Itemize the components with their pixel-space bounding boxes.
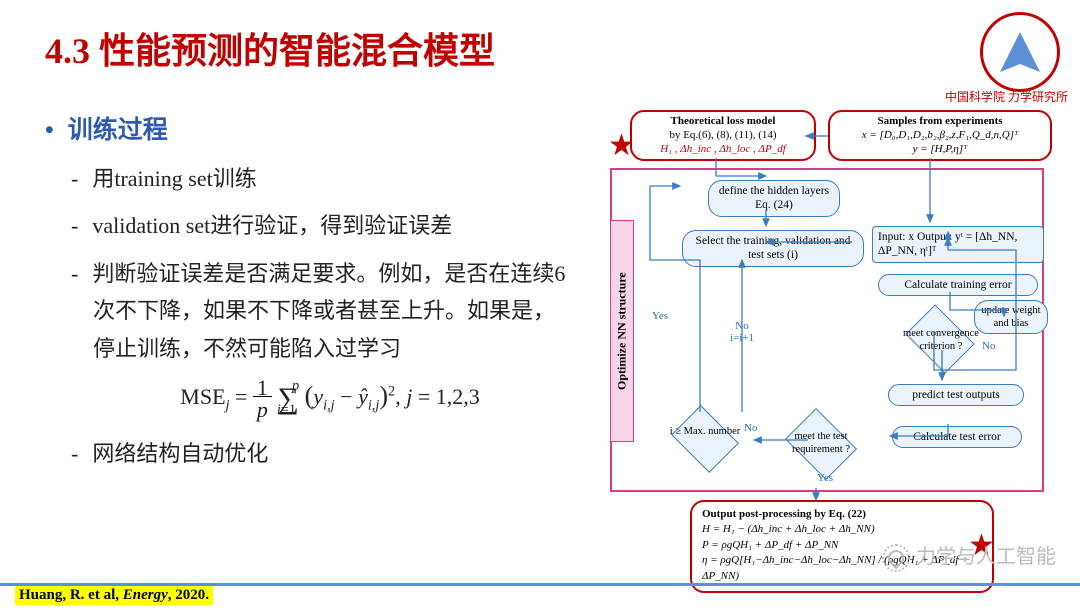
bullet-item: 判断验证误差是否满足要求。例如，是否在连续6次不下降，如果不下降或者甚至上升。如… bbox=[71, 255, 575, 367]
node-update: update weight and bias bbox=[974, 300, 1048, 334]
citation-year: , 2020. bbox=[168, 587, 209, 603]
citation-journal: Energy bbox=[123, 587, 168, 603]
edge-no-incr: No i=i+1 bbox=[730, 320, 754, 344]
edge-yes: Yes bbox=[652, 310, 668, 322]
watermark-text: 力学与人工智能 bbox=[916, 546, 1056, 568]
bullet-item: validation set进行验证，得到验证误差 bbox=[71, 207, 575, 244]
diamond-imax bbox=[671, 405, 739, 473]
institute-logo bbox=[980, 12, 1060, 92]
citation-authors: Huang, R. et al, bbox=[19, 587, 119, 603]
samples-x: x = [D₀,D₁,D₂,b₂,β₂,z,F₁,Q_d,n,Q]ᵀ bbox=[862, 129, 1019, 141]
bullet-list: 训练过程 用training set训练 validation set进行验证，… bbox=[45, 110, 575, 482]
flowchart: Theoretical loss model by Eq.(6), (8), (… bbox=[590, 110, 1060, 580]
star-icon: ★ bbox=[608, 128, 635, 163]
samples-title: Samples from experiments bbox=[877, 115, 1002, 127]
node-input: Input: x Output: yᵗ = [Δh_NN, ΔP_NN, ηᵗ]… bbox=[872, 226, 1044, 263]
slide-title: 4.3 性能预测的智能混合模型 bbox=[45, 22, 495, 74]
node-calc-test: Calculate test error bbox=[892, 426, 1022, 448]
institute-caption: 中国科学院 力学研究所 bbox=[945, 88, 1068, 105]
node-select: Select the training, validation and test… bbox=[682, 230, 864, 267]
diamond-testreq bbox=[785, 408, 857, 480]
bullet-heading: 训练过程 bbox=[45, 110, 575, 146]
samples-box: Samples from experiments x = [D₀,D₁,D₂,b… bbox=[828, 110, 1052, 161]
samples-y: y = [H,P,η]ᵀ bbox=[913, 143, 968, 155]
output-l2: P = ρgQH₁ + ΔP_df + ΔP_NN bbox=[702, 539, 838, 551]
optimize-label: Optimize NN structure bbox=[610, 220, 634, 442]
optimize-box: Optimize NN structure define the hidden … bbox=[610, 168, 1044, 492]
watermark: 力学与人工智能 bbox=[882, 540, 1056, 572]
node-predict: predict test outputs bbox=[888, 384, 1024, 406]
theoretical-title: Theoretical loss model bbox=[671, 115, 776, 127]
theoretical-box: Theoretical loss model by Eq.(6), (8), (… bbox=[630, 110, 816, 161]
bullet-item: 网络结构自动优化 bbox=[71, 435, 575, 472]
output-l1: H = H₁ − (Δh_inc + Δh_loc + Δh_NN) bbox=[702, 523, 875, 535]
edge-yes: Yes bbox=[817, 472, 833, 484]
citation: Huang, R. et al, Energy, 2020. bbox=[15, 586, 213, 605]
mse-formula: MSEj = 1p ∑i=1p (yi,j − ŷi,j)2, j = 1,2,… bbox=[85, 377, 575, 421]
edge-no: No bbox=[744, 422, 757, 434]
bullet-item: 用training set训练 bbox=[71, 160, 575, 197]
theoretical-vars: H₁ , Δh_inc , Δh_loc , ΔP_df bbox=[660, 143, 786, 155]
output-title: Output post-processing by Eq. (22) bbox=[702, 508, 866, 520]
edge-no: No bbox=[982, 340, 995, 352]
theoretical-sub: by Eq.(6), (8), (11), (14) bbox=[669, 129, 776, 141]
diamond-convergence bbox=[905, 304, 974, 373]
node-calc-train: Calculate training error bbox=[878, 274, 1038, 296]
node-define: define the hidden layers Eq. (24) bbox=[708, 180, 840, 217]
